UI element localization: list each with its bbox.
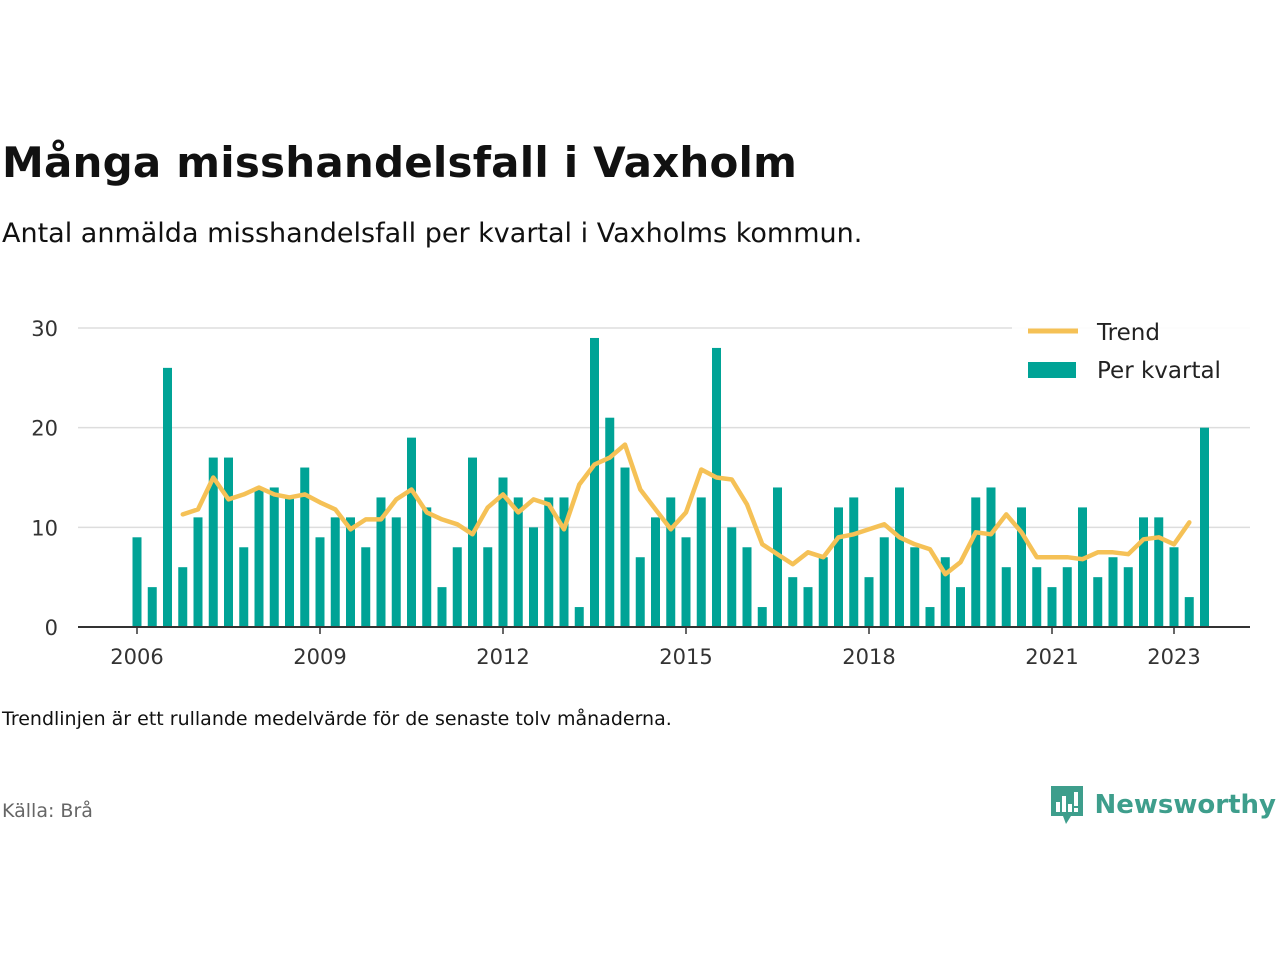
bar [879, 537, 889, 627]
bar [818, 557, 828, 627]
x-tick-label: 2023 [1147, 645, 1200, 669]
bar-series [132, 337, 1209, 627]
legend: Trend Per kvartal [1012, 313, 1250, 395]
bar [712, 347, 721, 627]
bar [773, 487, 782, 627]
bar [940, 557, 950, 627]
bar [681, 537, 691, 627]
bar [422, 507, 432, 627]
newsworthy-logo-icon [1050, 786, 1083, 824]
bar [971, 497, 981, 627]
bar [1032, 567, 1042, 627]
bar [300, 467, 310, 627]
bar [147, 587, 157, 627]
bar [1200, 427, 1209, 627]
bar [742, 547, 752, 627]
bar [178, 567, 188, 627]
bar [803, 587, 813, 627]
bar [376, 497, 386, 627]
x-tick-label: 2015 [659, 645, 712, 669]
bar [468, 457, 477, 627]
bar [757, 607, 767, 627]
x-tick-label: 2018 [842, 645, 895, 669]
brand-name: Newsworthy [1094, 790, 1276, 820]
legend-background [1012, 313, 1250, 395]
chart-area: 0 10 20 30 2006 2009 2012 2015 2018 2021 2023 Tren… [31, 313, 1250, 669]
source-text: Källa: Brå [2, 800, 93, 822]
bar [361, 547, 371, 627]
bar [1169, 547, 1179, 627]
bar [513, 497, 523, 627]
bar [696, 497, 706, 627]
chart-title: Många misshandelsfall i Vaxholm [2, 138, 798, 187]
bar [1093, 577, 1103, 627]
bar [391, 517, 401, 627]
bar [1184, 597, 1194, 627]
bar [1139, 517, 1148, 627]
bar [224, 457, 233, 627]
legend-bar-swatch [1028, 362, 1076, 378]
bar [1017, 507, 1026, 627]
bar [620, 467, 630, 627]
bar [163, 367, 172, 627]
bar [483, 547, 493, 627]
x-tick-label: 2021 [1025, 645, 1078, 669]
axes: 0 10 20 30 2006 2009 2012 2015 2018 2021 2023 [31, 317, 1250, 669]
bar [727, 527, 737, 627]
bar [1001, 567, 1011, 627]
bar [208, 457, 218, 627]
x-tick-label: 2006 [110, 645, 163, 669]
bar [285, 497, 294, 627]
y-tick-label: 20 [31, 417, 58, 441]
legend-trend-label: Trend [1096, 320, 1160, 346]
bar [132, 537, 142, 627]
bar [239, 547, 249, 627]
bar [1123, 567, 1133, 627]
bar [346, 517, 355, 627]
bar [864, 577, 874, 627]
bar [986, 487, 996, 627]
bar [834, 507, 843, 627]
bar [1062, 567, 1072, 627]
bar [788, 577, 798, 627]
bar [849, 497, 859, 627]
bar [452, 547, 462, 627]
bar [529, 527, 538, 627]
bar [193, 517, 203, 627]
chart-subtitle: Antal anmälda misshandelsfall per kvarta… [2, 218, 863, 249]
y-tick-label: 0 [45, 616, 58, 640]
brand-logo[interactable]: Newsworthy [1049, 784, 1276, 826]
bar [910, 547, 920, 627]
bar [315, 537, 325, 627]
bar [605, 417, 615, 627]
bar [635, 557, 645, 627]
y-tick-label: 10 [31, 516, 58, 540]
bar [498, 477, 508, 627]
x-tick-label: 2009 [293, 645, 346, 669]
bar [254, 487, 264, 627]
trend-series [180, 442, 1192, 577]
bar [1078, 507, 1087, 627]
bar [269, 487, 279, 627]
bar [574, 607, 584, 627]
bar [925, 607, 935, 627]
bar [651, 517, 660, 627]
bar [1108, 557, 1118, 627]
trend-line [180, 442, 1192, 577]
legend-bar-label: Per kvartal [1097, 358, 1221, 384]
footnote: Trendlinjen är ett rullande medelvärde f… [2, 708, 672, 730]
bar [895, 487, 904, 627]
bar [1047, 587, 1057, 627]
y-tick-label: 30 [31, 317, 58, 341]
bar [559, 497, 569, 627]
bar [330, 517, 340, 627]
bar [437, 587, 447, 627]
bar [407, 437, 416, 627]
bar [956, 587, 965, 627]
bar [544, 497, 554, 627]
bar [1154, 517, 1164, 627]
x-tick-label: 2012 [476, 645, 529, 669]
bar [590, 337, 599, 627]
bar [666, 497, 676, 627]
